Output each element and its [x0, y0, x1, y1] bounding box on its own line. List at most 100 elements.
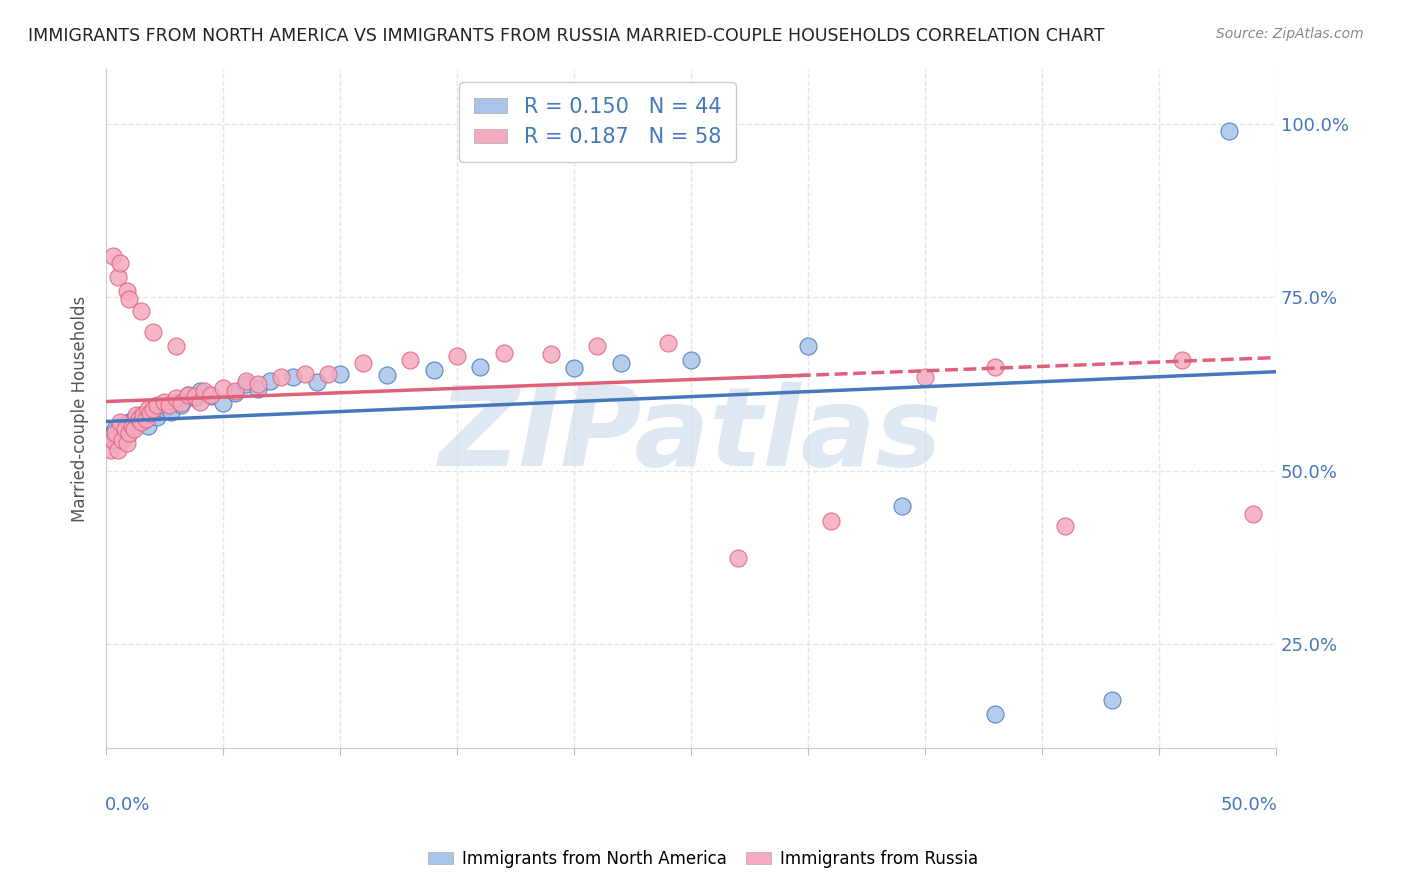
Point — [890, 499, 912, 513]
Point — [128, 412, 150, 426]
Point — [136, 418, 159, 433]
Point — [129, 409, 152, 423]
Point — [118, 425, 141, 440]
Point — [108, 416, 131, 430]
Point — [153, 394, 176, 409]
Point — [146, 409, 169, 424]
Point — [270, 370, 292, 384]
Point — [470, 359, 492, 374]
Point — [157, 398, 180, 412]
Point — [115, 284, 138, 298]
Point — [446, 350, 468, 364]
Point — [107, 429, 129, 443]
Point — [170, 396, 193, 410]
Point — [114, 422, 136, 436]
Point — [609, 356, 631, 370]
Point — [212, 396, 235, 410]
Point — [294, 367, 316, 381]
Point — [375, 368, 398, 383]
Point — [492, 346, 515, 360]
Point — [281, 370, 304, 384]
Point — [100, 433, 122, 447]
Point — [422, 363, 444, 377]
Point — [121, 418, 143, 433]
Point — [399, 353, 422, 368]
Point — [200, 387, 222, 401]
Point — [142, 401, 165, 416]
Point — [188, 394, 211, 409]
Text: 50.0%: 50.0% — [1220, 796, 1277, 814]
Point — [108, 256, 131, 270]
Point — [111, 431, 134, 445]
Point — [135, 412, 157, 426]
Point — [104, 425, 127, 440]
Point — [984, 706, 1007, 721]
Point — [540, 347, 562, 361]
Point — [101, 425, 124, 440]
Point — [177, 387, 200, 401]
Point — [122, 412, 145, 426]
Point — [224, 384, 246, 399]
Point — [586, 339, 609, 353]
Point — [184, 389, 207, 403]
Point — [657, 335, 679, 350]
Point — [177, 387, 200, 401]
Point — [121, 421, 143, 435]
Point — [160, 405, 183, 419]
Point — [139, 406, 162, 420]
Point — [247, 377, 270, 392]
Point — [104, 422, 127, 436]
Point — [170, 398, 193, 412]
Point — [108, 418, 131, 433]
Point — [1218, 124, 1240, 138]
Point — [146, 398, 169, 412]
Point — [115, 436, 138, 450]
Point — [200, 389, 222, 403]
Point — [212, 381, 235, 395]
Point — [1241, 507, 1264, 521]
Legend: R = 0.150   N = 44, R = 0.187   N = 58: R = 0.150 N = 44, R = 0.187 N = 58 — [458, 82, 735, 162]
Point — [329, 367, 352, 381]
Point — [118, 416, 141, 430]
Point — [224, 386, 246, 401]
Point — [1101, 693, 1123, 707]
Point — [235, 374, 257, 388]
Point — [165, 394, 187, 409]
Text: IMMIGRANTS FROM NORTH AMERICA VS IMMIGRANTS FROM RUSSIA MARRIED-COUPLE HOUSEHOLD: IMMIGRANTS FROM NORTH AMERICA VS IMMIGRA… — [28, 27, 1105, 45]
Point — [114, 424, 136, 438]
Point — [914, 370, 936, 384]
Point — [125, 409, 148, 423]
Point — [1054, 519, 1077, 533]
Point — [122, 422, 145, 436]
Point — [129, 304, 152, 318]
Point — [107, 443, 129, 458]
Point — [316, 367, 339, 381]
Text: Source: ZipAtlas.com: Source: ZipAtlas.com — [1216, 27, 1364, 41]
Point — [1171, 353, 1194, 368]
Point — [184, 391, 207, 405]
Point — [101, 249, 124, 263]
Text: ZIPatlas: ZIPatlas — [439, 382, 943, 489]
Point — [193, 384, 215, 399]
Point — [132, 409, 155, 423]
Point — [107, 269, 129, 284]
Point — [125, 417, 148, 431]
Point — [132, 414, 155, 428]
Point — [352, 356, 374, 370]
Point — [188, 384, 211, 399]
Point — [235, 377, 257, 392]
Text: 0.0%: 0.0% — [104, 796, 150, 814]
Point — [247, 382, 270, 396]
Point — [142, 325, 165, 339]
Point — [136, 401, 159, 416]
Point — [115, 428, 138, 442]
Point — [142, 407, 165, 421]
Point — [259, 374, 281, 388]
Point — [797, 339, 820, 353]
Y-axis label: Married-couple Households: Married-couple Households — [72, 295, 89, 522]
Point — [153, 401, 176, 416]
Legend: Immigrants from North America, Immigrants from Russia: Immigrants from North America, Immigrant… — [422, 844, 984, 875]
Point — [679, 353, 702, 368]
Point — [129, 416, 152, 430]
Point — [100, 443, 122, 458]
